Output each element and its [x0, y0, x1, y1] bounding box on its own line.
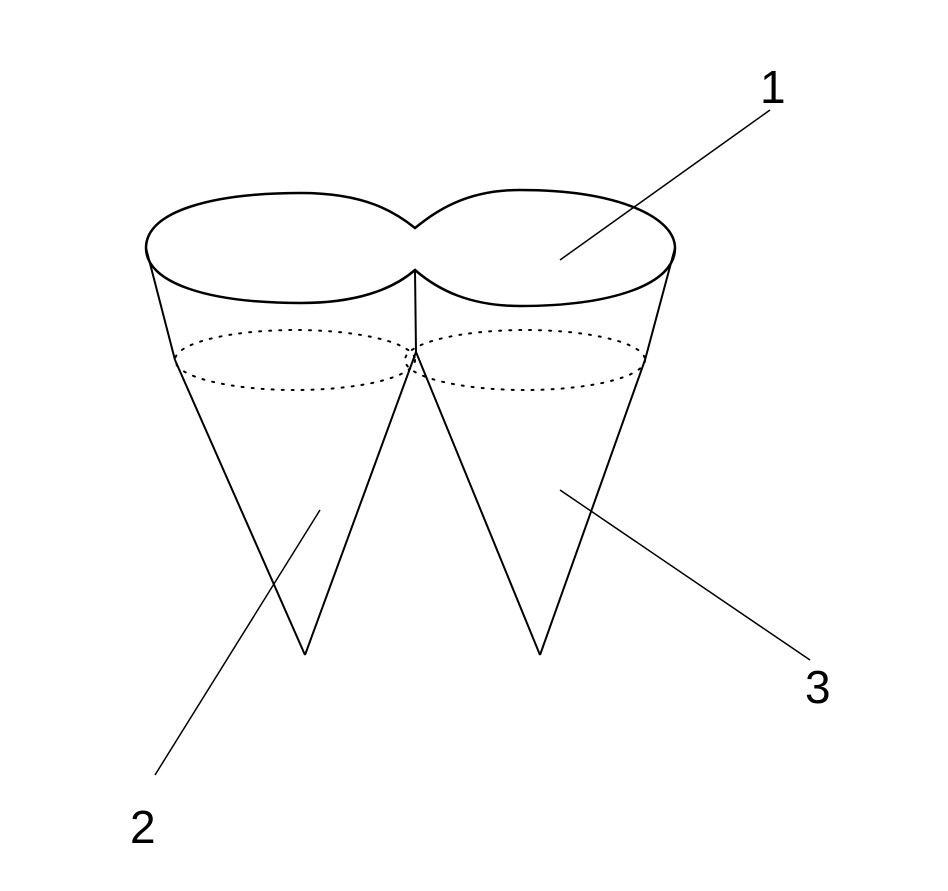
right-cone-right-edge [540, 360, 645, 655]
diagram-svg [0, 0, 948, 891]
dotted-ellipse-right [405, 330, 645, 390]
top-rim-outline [146, 190, 675, 306]
diagram-stage: 1 2 3 [0, 0, 948, 891]
dotted-ellipse-left [175, 330, 415, 390]
label-2: 2 [130, 800, 156, 854]
leader-1 [560, 110, 770, 260]
leader-2 [155, 510, 320, 775]
leader-3 [560, 490, 810, 660]
label-1: 1 [760, 60, 786, 114]
right-outer-shoulder [645, 248, 675, 360]
left-cone-left-edge [175, 360, 305, 655]
left-cone-right-edge [305, 352, 416, 655]
left-outer-shoulder [146, 248, 175, 360]
center-split [415, 270, 416, 352]
label-3: 3 [805, 660, 831, 714]
right-cone-left-edge [416, 352, 540, 655]
